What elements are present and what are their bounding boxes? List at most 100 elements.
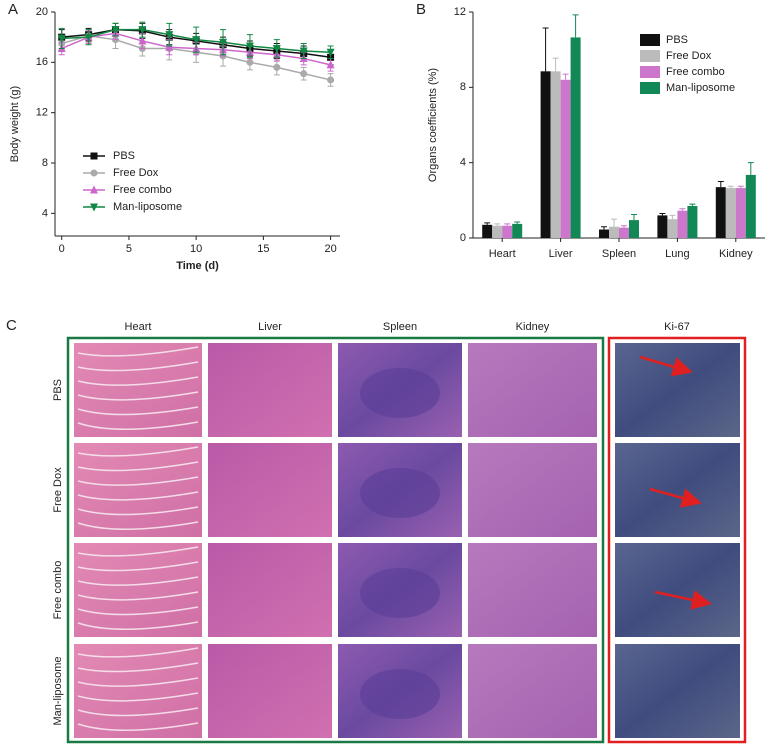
tissue-image [468, 443, 597, 537]
tissue-image [468, 644, 597, 738]
tissue-image [208, 343, 332, 437]
tissue-texture [77, 606, 199, 616]
row-label: PBS [52, 379, 64, 401]
x-tick-label: 5 [126, 243, 132, 255]
marker [326, 60, 335, 69]
error-bar [562, 73, 569, 80]
tissue-image [208, 443, 332, 537]
error-bar [717, 181, 724, 188]
legend-swatch [640, 66, 660, 78]
column-label: Heart [125, 321, 152, 333]
tissue-texture [77, 546, 199, 557]
tissue-image [74, 644, 202, 738]
ki67-image [615, 644, 740, 738]
tissue-texture [360, 368, 440, 418]
x-axis-title: Time (d) [176, 260, 219, 272]
row-label: Man-liposome [52, 656, 64, 725]
arrow [654, 590, 712, 610]
error-bar [504, 223, 511, 226]
tissue-image [74, 443, 202, 537]
y-tick-label: 20 [36, 6, 48, 18]
row-label: Free Dox [52, 467, 64, 513]
error-bar [572, 14, 579, 38]
tissue-texture [77, 707, 199, 717]
arrow [639, 355, 693, 377]
marker [165, 31, 174, 40]
bar [687, 205, 698, 238]
bar [677, 210, 688, 238]
ki67-image [615, 543, 740, 637]
marker [111, 26, 120, 35]
tissue-image [208, 644, 332, 738]
legend-label: PBS [113, 150, 135, 162]
y-tick-label: 12 [36, 107, 48, 119]
tissue-texture [77, 662, 199, 673]
histology-grid [66, 336, 747, 744]
marker [192, 36, 201, 45]
error-bar [737, 185, 744, 189]
column-label: Liver [258, 321, 282, 333]
x-tick-label: Liver [549, 248, 573, 260]
y-tick-label: 4 [42, 207, 48, 219]
legend-label: Free Dox [666, 50, 712, 62]
tissue-texture [77, 591, 199, 601]
tissue-texture [77, 406, 199, 416]
marker [84, 33, 93, 42]
x-tick-label: Heart [489, 248, 516, 260]
legend-swatch [640, 50, 660, 62]
x-tick-label: Kidney [719, 248, 753, 260]
bar [629, 220, 639, 238]
y-axis-title: Organs coefficients (%) [427, 68, 439, 182]
bar [735, 188, 746, 238]
legend-label: Free combo [113, 184, 172, 196]
x-tick-label: 20 [324, 243, 336, 255]
bar [657, 215, 668, 238]
legend-swatch [640, 34, 660, 46]
tissue-texture [77, 491, 199, 501]
bar [609, 226, 619, 238]
tissue-image [208, 543, 332, 637]
marker [57, 34, 66, 43]
x-tick-label: 10 [190, 243, 202, 255]
group-frame [607, 336, 747, 744]
marker [326, 48, 335, 57]
column-label: Ki-67 [664, 321, 690, 333]
bar [550, 71, 561, 238]
legend-label: Free Dox [113, 167, 159, 179]
error-bar [689, 203, 696, 206]
bar [715, 187, 726, 238]
row-label: Free combo [52, 561, 64, 620]
marker [245, 42, 254, 51]
marker [90, 169, 98, 177]
column-label: Kidney [516, 321, 550, 333]
marker [90, 185, 98, 194]
bar [482, 224, 493, 238]
error-bar [679, 208, 686, 211]
y-tick-label: 8 [460, 81, 466, 93]
panel-label: B [416, 1, 426, 18]
tissue-image [74, 543, 202, 637]
arrow [649, 487, 702, 508]
y-tick-label: 12 [454, 6, 466, 18]
x-tick-label: 0 [59, 243, 65, 255]
ki67-image [615, 443, 740, 537]
tissue-texture [77, 361, 199, 372]
error-bar [659, 213, 666, 216]
marker [246, 58, 254, 66]
tissue-texture [77, 576, 199, 586]
tissue-texture [77, 647, 199, 658]
bar [560, 79, 571, 238]
legend-label: Man-liposome [666, 82, 735, 94]
tissue-texture [77, 476, 199, 486]
marker [90, 152, 98, 160]
bar [725, 188, 736, 238]
bar [599, 229, 609, 238]
tissue-image [74, 343, 202, 437]
error-bar [621, 225, 627, 228]
tissue-texture [77, 722, 199, 731]
bar [570, 37, 581, 238]
error-bar [747, 162, 754, 175]
marker [272, 44, 281, 53]
y-axis-title: Body weight (g) [9, 86, 21, 162]
